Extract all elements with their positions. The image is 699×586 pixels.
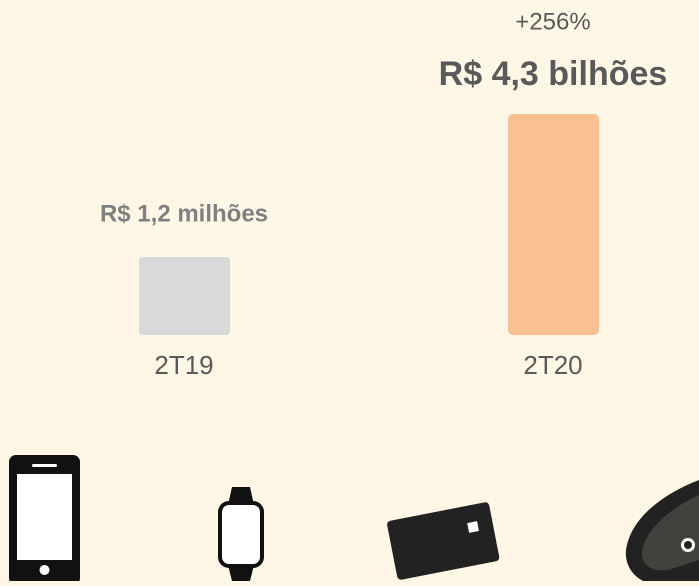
ring-icon — [625, 480, 699, 585]
bar — [508, 114, 599, 335]
growth-label: +256% — [515, 8, 590, 35]
period-label: 2T20 — [523, 350, 582, 380]
watch-icon — [218, 487, 264, 581]
card-icon — [387, 502, 500, 580]
phone-icon — [9, 455, 80, 585]
bar — [139, 257, 230, 335]
value-label: R$ 1,2 milhões — [100, 200, 268, 227]
period-label: 2T19 — [154, 350, 213, 380]
value-label: R$ 4,3 bilhões — [439, 55, 668, 93]
